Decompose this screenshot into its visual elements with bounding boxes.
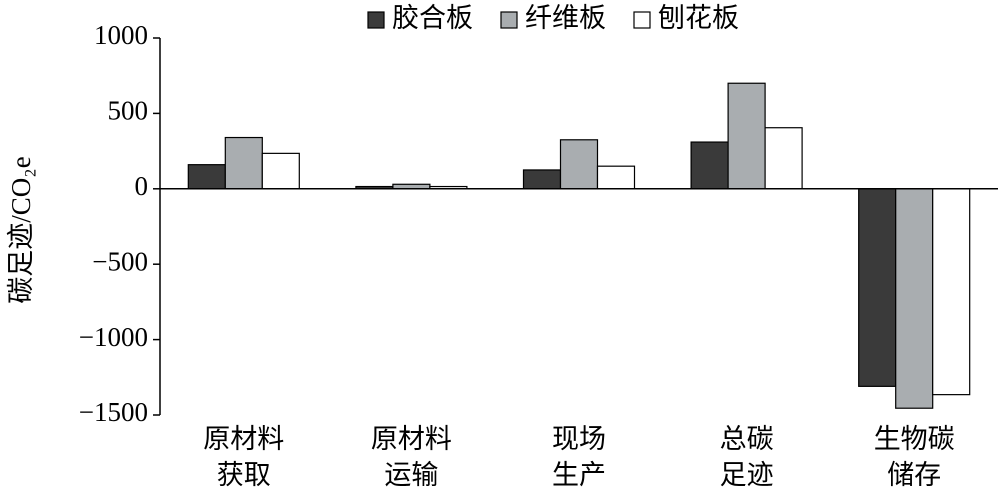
bar xyxy=(596,165,636,190)
bar xyxy=(858,188,897,387)
x-tick-label: 原材料 xyxy=(371,424,452,454)
x-tick-label: 生产 xyxy=(552,460,606,490)
bar xyxy=(187,164,226,190)
y-tick-label: −500 xyxy=(92,246,148,276)
x-tick-label: 总碳 xyxy=(720,424,774,454)
legend-swatch xyxy=(367,11,385,29)
bar xyxy=(522,169,562,190)
bar xyxy=(895,188,934,409)
bar xyxy=(224,136,263,190)
x-tick-label: 现场 xyxy=(552,424,606,454)
bar xyxy=(932,188,971,396)
legend-swatch xyxy=(500,11,518,29)
bar xyxy=(727,82,766,190)
y-tick-label: −1500 xyxy=(79,397,148,427)
x-tick-label: 获取 xyxy=(217,460,271,490)
bar xyxy=(764,127,803,190)
legend-label: 刨花板 xyxy=(658,3,739,33)
y-tick-label: −1000 xyxy=(79,322,148,352)
legend-label: 纤维板 xyxy=(525,3,606,33)
x-tick-label: 运输 xyxy=(384,460,438,490)
y-tick-label: 500 xyxy=(108,96,149,126)
y-tick-label: 1000 xyxy=(94,20,148,50)
legend-swatch xyxy=(633,11,651,29)
x-tick-label: 储存 xyxy=(887,460,941,490)
bar xyxy=(690,141,729,190)
y-axis-label: 碳足迹/CO₂e xyxy=(6,156,36,303)
legend-label: 胶合板 xyxy=(392,3,473,33)
y-tick-label: 0 xyxy=(135,171,149,201)
x-tick-label: 原材料 xyxy=(203,424,284,454)
x-tick-label: 足迹 xyxy=(720,460,774,490)
bar xyxy=(261,152,300,190)
x-tick-label: 生物碳 xyxy=(874,424,955,454)
bar xyxy=(559,139,599,190)
